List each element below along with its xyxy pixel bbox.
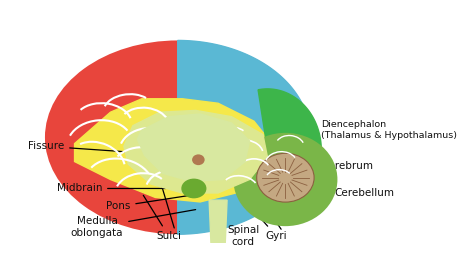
Text: Cerebrum: Cerebrum bbox=[266, 157, 373, 171]
Ellipse shape bbox=[192, 154, 205, 165]
Text: Midbrain: Midbrain bbox=[56, 184, 166, 194]
Text: Medulla
oblongata: Medulla oblongata bbox=[71, 210, 196, 238]
Polygon shape bbox=[209, 200, 227, 242]
Text: Sulci: Sulci bbox=[143, 195, 181, 241]
Polygon shape bbox=[74, 99, 272, 202]
Polygon shape bbox=[124, 110, 267, 193]
Ellipse shape bbox=[233, 133, 337, 226]
Text: Fissure: Fissure bbox=[28, 141, 135, 152]
Polygon shape bbox=[258, 89, 321, 210]
Text: Spinal
cord: Spinal cord bbox=[220, 221, 259, 247]
Text: Gyri: Gyri bbox=[242, 198, 287, 241]
Polygon shape bbox=[178, 41, 310, 234]
Text: Diencephalon
(Thalamus & Hypothalamus): Diencephalon (Thalamus & Hypothalamus) bbox=[292, 120, 457, 146]
Ellipse shape bbox=[45, 41, 310, 234]
Polygon shape bbox=[137, 114, 249, 181]
Ellipse shape bbox=[257, 153, 314, 202]
Ellipse shape bbox=[182, 179, 207, 198]
Text: Cerebellum: Cerebellum bbox=[306, 188, 395, 198]
Text: Pons: Pons bbox=[106, 195, 191, 211]
